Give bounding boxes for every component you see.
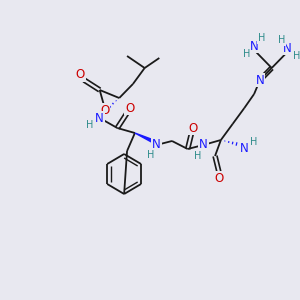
Text: N: N: [95, 112, 104, 124]
Text: N: N: [240, 142, 249, 154]
Text: H: H: [293, 51, 300, 61]
Text: H: H: [258, 33, 266, 43]
Text: H: H: [86, 120, 94, 130]
Text: H: H: [194, 151, 201, 161]
Polygon shape: [135, 133, 153, 142]
Text: O: O: [188, 122, 197, 134]
Text: H: H: [93, 113, 100, 123]
Text: H: H: [243, 49, 250, 59]
Text: N: N: [199, 139, 208, 152]
Text: N: N: [152, 139, 161, 152]
Text: O: O: [76, 68, 85, 82]
Text: O: O: [125, 101, 135, 115]
Text: N: N: [250, 40, 259, 52]
Text: O: O: [100, 103, 109, 116]
Text: N: N: [256, 74, 264, 86]
Text: O: O: [214, 172, 224, 184]
Text: N: N: [283, 41, 292, 55]
Text: H: H: [147, 150, 154, 160]
Text: H: H: [278, 35, 285, 45]
Text: H: H: [250, 137, 258, 147]
